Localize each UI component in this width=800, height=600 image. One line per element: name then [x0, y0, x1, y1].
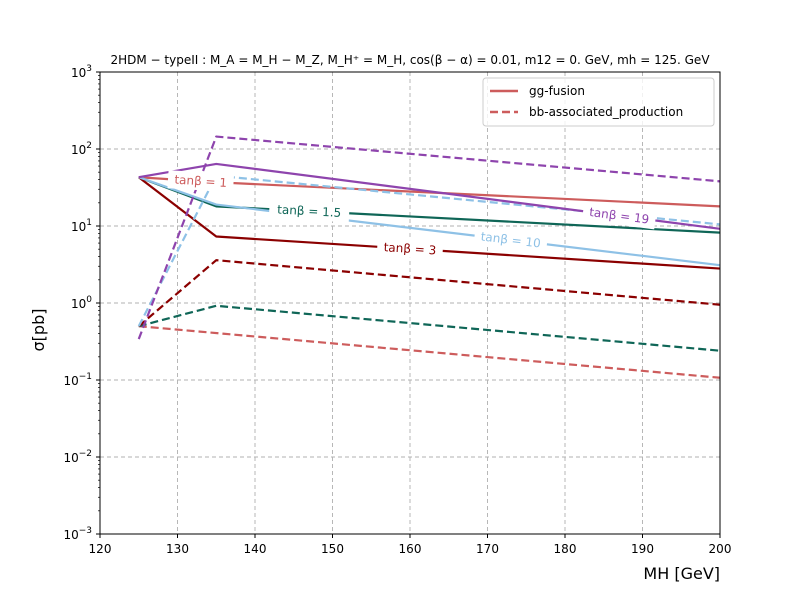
series-label-text: tanβ = 1.5: [277, 203, 342, 220]
series-line: [138, 259, 721, 328]
x-tick-label: 200: [709, 542, 732, 556]
y-axis-title: σ[pb]: [29, 309, 48, 352]
x-axis-title: MH [GeV]: [643, 564, 720, 583]
series-label: tanβ = 10: [473, 226, 548, 254]
series-label-text: tanβ = 3: [383, 240, 436, 257]
x-tick-label: 170: [476, 542, 499, 556]
series-line: [138, 304, 721, 352]
chart-title: 2HDM − typeII : M_A = M_H − M_Z, M_H⁺ = …: [110, 53, 710, 67]
grid-lines: [99, 71, 721, 535]
series-label: tanβ = 3: [376, 237, 444, 260]
y-tick-label: 10−1: [63, 372, 92, 388]
legend-label-gg-fusion: gg-fusion: [529, 84, 585, 98]
y-tick-label: 10−2: [63, 449, 92, 465]
x-tick-label: 130: [166, 542, 189, 556]
x-tick-label: 190: [631, 542, 654, 556]
series-lines: [137, 135, 721, 379]
series-line: [138, 162, 721, 230]
x-tick-label: 120: [89, 542, 112, 556]
y-tick-label: 102: [71, 141, 92, 157]
x-tick-label: 140: [244, 542, 267, 556]
series-label: tanβ = 1.5: [268, 200, 350, 223]
y-tick-label: 10−3: [63, 526, 92, 542]
series-line: [138, 325, 721, 379]
series-label-gap: [473, 226, 548, 254]
legend: gg-fusion bb-associated_production: [482, 77, 715, 127]
y-tick-label: 101: [71, 218, 92, 234]
series-label-gap: [268, 200, 350, 223]
y-tick-label: 100: [71, 295, 92, 311]
series-line: [138, 176, 721, 267]
series-line: [137, 135, 721, 340]
x-tick-label: 160: [399, 542, 422, 556]
series-inline-labels: tanβ = 1 tanβ = 1.5 tanβ = 3 tanβ = 10 tanβ …: [167, 170, 657, 260]
series-label-text: tanβ = 1: [174, 173, 227, 190]
series-label-gap: [167, 170, 235, 193]
axis-ticks: 120 130 140 150 160 170 180 190 200 10−3 10−2 10−1 1…: [63, 64, 731, 556]
legend-label-bb-associated: bb-associated_production: [529, 105, 683, 119]
legend-box: [482, 77, 715, 127]
series-label-gap: [581, 202, 657, 230]
y-tick-label: 103: [71, 64, 92, 80]
x-tick-label: 150: [321, 542, 344, 556]
series-label-gap: [376, 237, 444, 260]
x-tick-label: 180: [554, 542, 577, 556]
series-label: tanβ = 19: [581, 202, 657, 230]
series-label: tanβ = 1: [167, 170, 235, 193]
series-line: [138, 176, 721, 270]
